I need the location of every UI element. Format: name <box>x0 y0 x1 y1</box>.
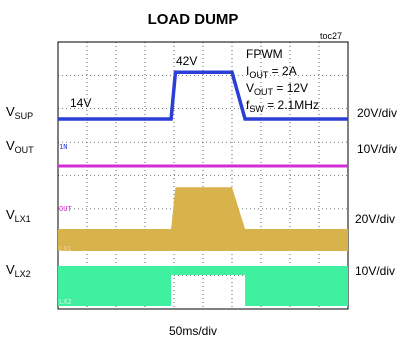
vlx1-trace <box>58 187 348 251</box>
x-axis-label: 50ms/div <box>169 324 217 338</box>
chart-title: LOAD DUMP <box>148 11 239 28</box>
vout-annotation: VOUT = 12V <box>246 81 308 97</box>
marker-lx1: LX1 <box>59 245 72 253</box>
marker-out: OUT <box>59 205 72 213</box>
scale-vlx2: 10V/div <box>355 264 395 278</box>
vlx2-high-segment <box>171 266 246 275</box>
scale-vlx1: 20V/div <box>355 212 395 226</box>
channel-name-vlx1: VLX1 <box>6 207 31 224</box>
v-high-label: 42V <box>176 54 197 68</box>
channel-name-vlx2: VLX2 <box>6 262 31 279</box>
vlx1-envelope <box>58 187 348 251</box>
fsw-annotation: fSW = 2.1MHz <box>246 98 319 114</box>
channel-name-vsup: VSUP <box>6 104 33 121</box>
marker-1n: 1N <box>59 143 67 151</box>
vlx2-switching-after <box>245 266 348 306</box>
figure-id: toc27 <box>320 31 342 41</box>
marker-lx2: LX2 <box>59 298 72 306</box>
mode-label: FPWM <box>246 47 283 61</box>
vsup-trace <box>58 70 348 121</box>
vlx2-switching-before <box>58 266 172 306</box>
v-low-label: 14V <box>70 96 91 110</box>
iout-annotation: IOUT = 2A <box>246 64 297 80</box>
channel-name-vout: VOUT <box>6 138 34 155</box>
scale-vout: 10V/div <box>357 142 397 156</box>
vlx2-trace <box>58 266 348 306</box>
scale-vsup: 20V/div <box>357 106 397 120</box>
